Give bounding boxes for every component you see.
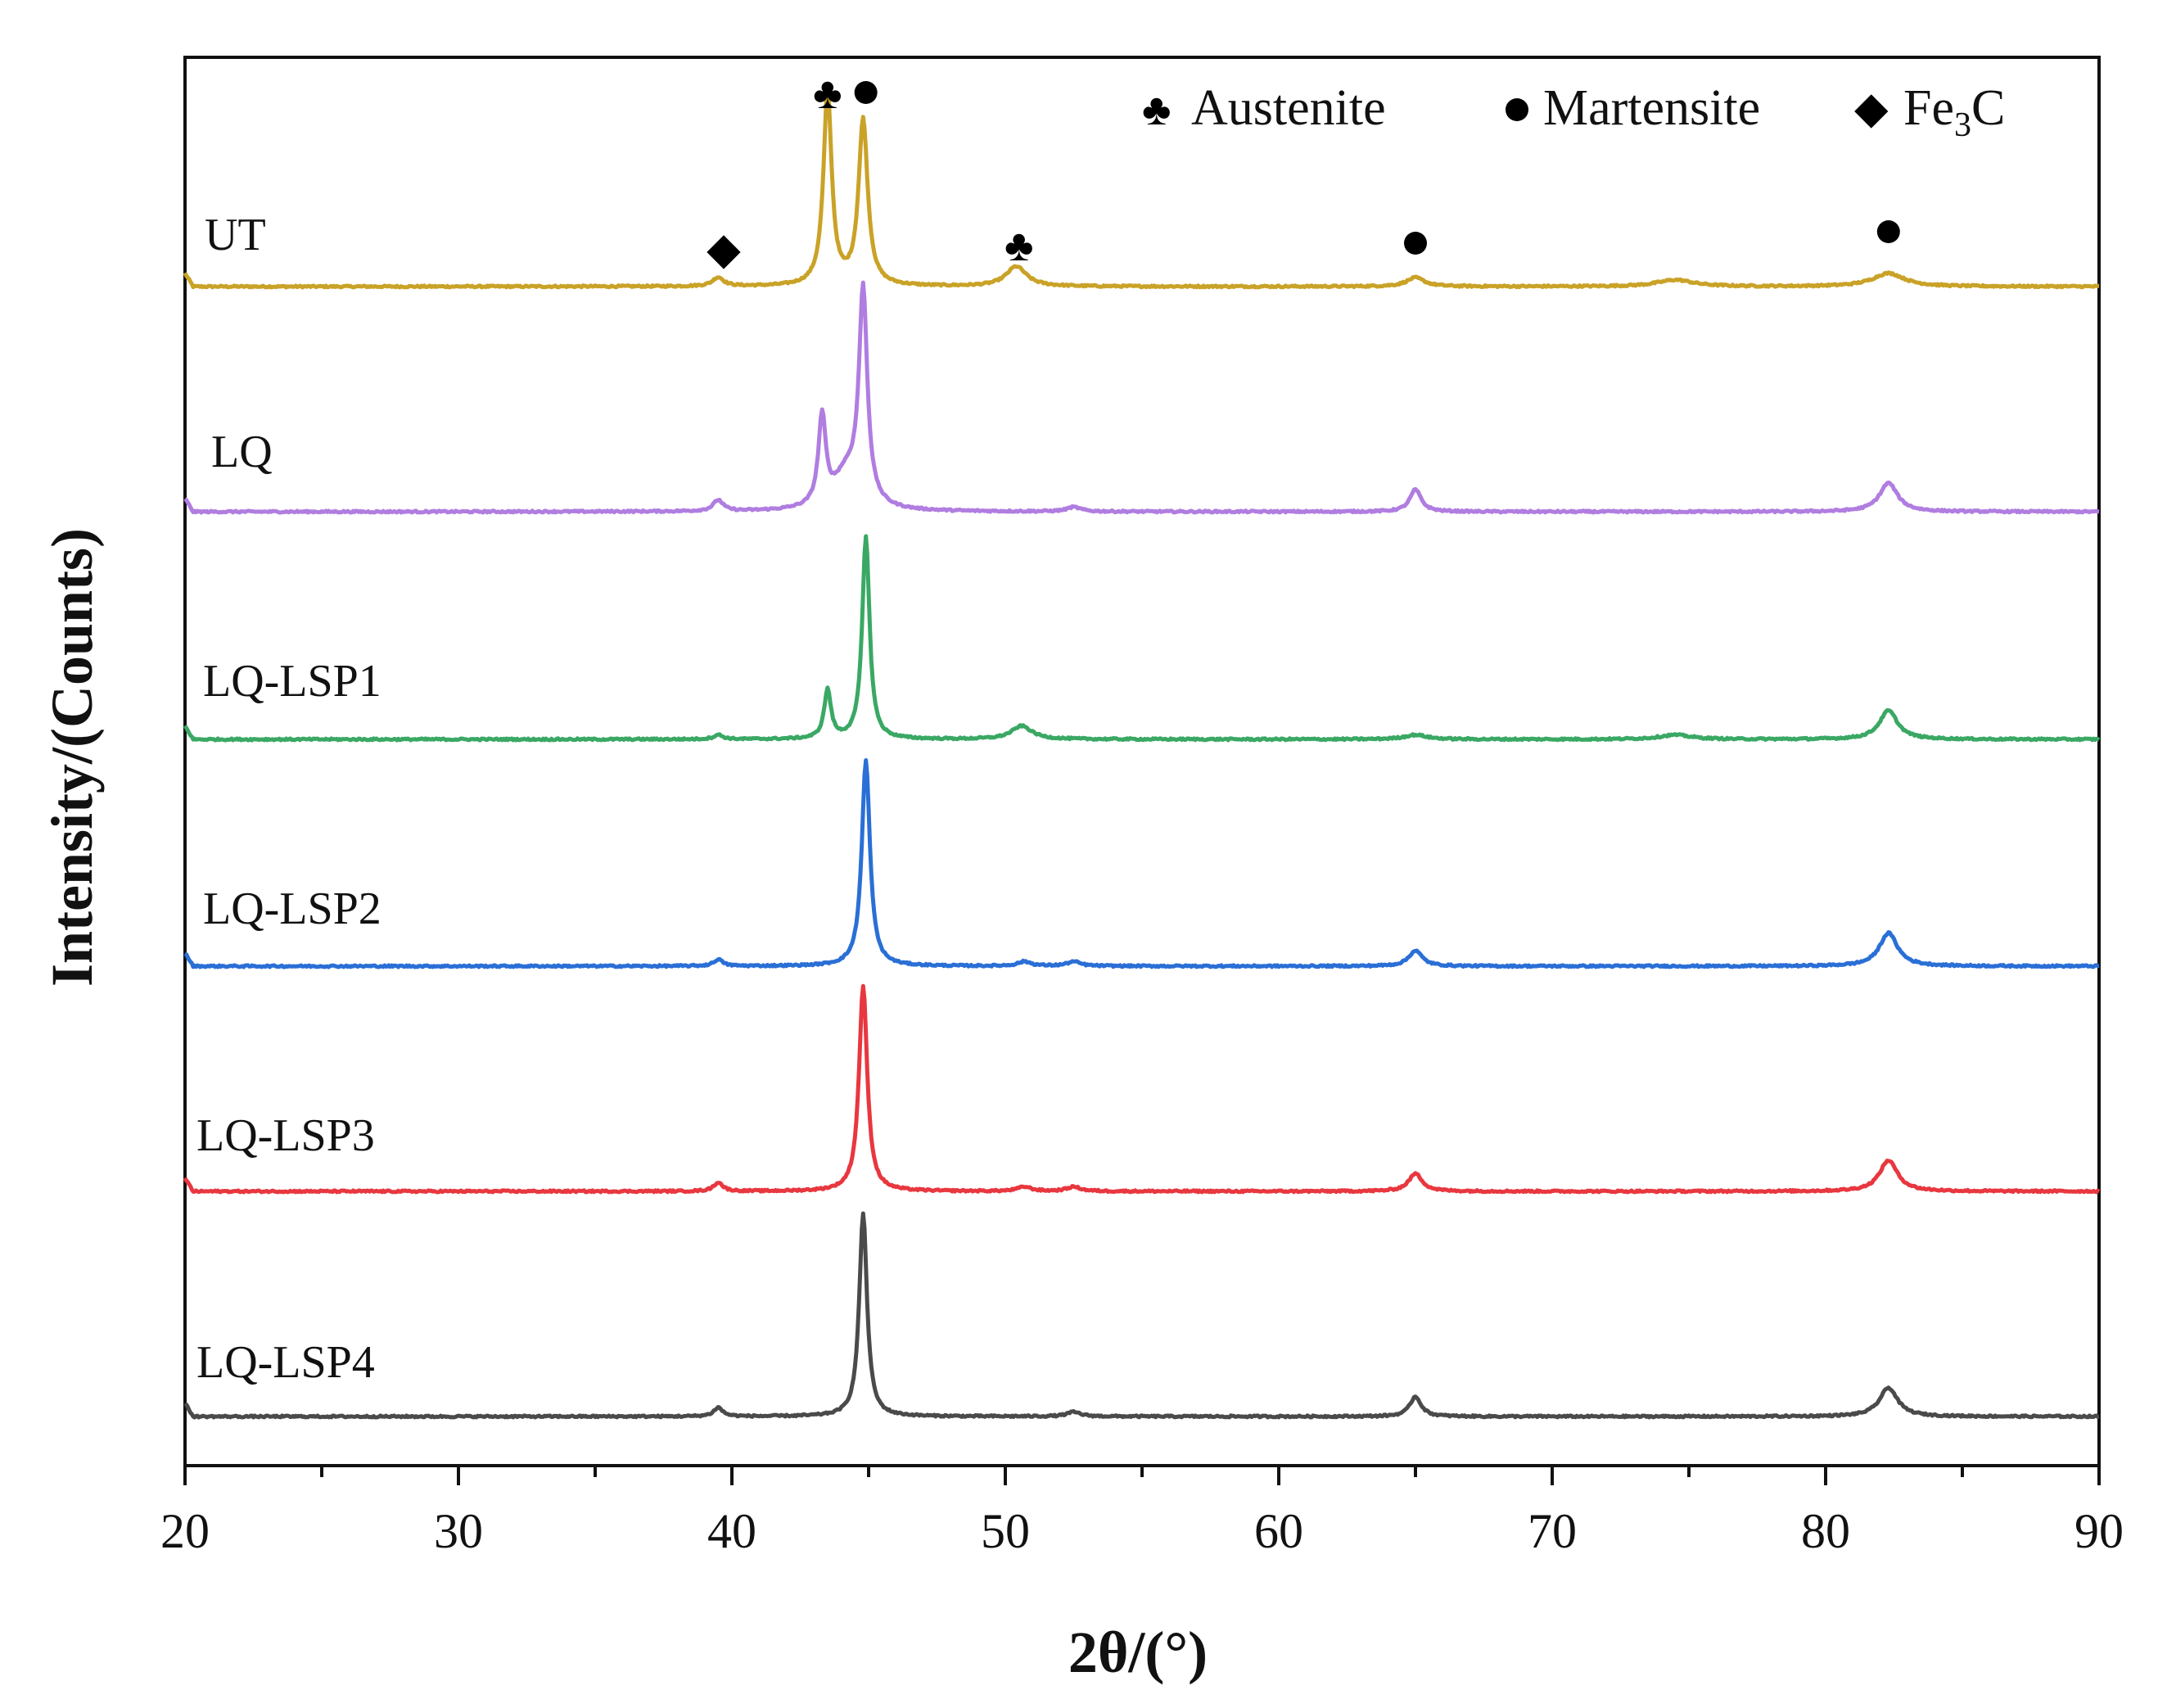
legend-dot-icon bbox=[1506, 98, 1528, 121]
x-tick-label: 20 bbox=[160, 1504, 210, 1558]
series-label-lq: LQ bbox=[211, 427, 273, 477]
x-tick-label: 30 bbox=[434, 1504, 483, 1558]
legend-club-icon: ♣ bbox=[1142, 85, 1171, 134]
series-line-lq-lsp2 bbox=[183, 758, 2100, 969]
austenite-marker-icon: ♣ bbox=[813, 69, 842, 118]
fe3c-marker-icon: ◆ bbox=[707, 224, 741, 273]
series-label-ut: UT bbox=[205, 210, 266, 260]
series-line-lq-lsp1 bbox=[183, 534, 2101, 743]
legend-fe3c-tail: C bbox=[1971, 80, 2005, 136]
series-labels: UT LQ LQ-LSP1 LQ-LSP2 LQ-LSP3 LQ-LSP4 bbox=[196, 210, 381, 1388]
x-axis-title: 2θ/(°) bbox=[1068, 1620, 1208, 1685]
y-axis-title: Intensity/(Counts) bbox=[39, 528, 105, 987]
x-tick-label: 70 bbox=[1528, 1504, 1577, 1558]
series-label-lq-lsp4: LQ-LSP4 bbox=[196, 1337, 375, 1388]
x-tick-label: 50 bbox=[981, 1504, 1030, 1558]
martensite-marker-icon bbox=[854, 81, 878, 104]
legend-fe3c-sub: 3 bbox=[1954, 106, 1971, 144]
plot-frame bbox=[183, 56, 2101, 1467]
austenite-marker-icon: ♣ bbox=[1005, 221, 1033, 270]
series-layer bbox=[183, 85, 2101, 1420]
legend: ♣ Austenite Martensite ◆ Fe3C bbox=[1142, 80, 2005, 144]
x-tick-label: 60 bbox=[1254, 1504, 1303, 1558]
legend-label-martensite: Martensite bbox=[1543, 80, 1760, 136]
phase-markers: ◆ ♣ ♣ bbox=[707, 69, 1900, 273]
legend-fe3c-main: Fe bbox=[1903, 80, 1954, 136]
x-tick-label: 40 bbox=[707, 1504, 756, 1558]
x-tick-label: 80 bbox=[1801, 1504, 1850, 1558]
series-label-lq-lsp1: LQ-LSP1 bbox=[203, 656, 381, 707]
series-line-lq bbox=[183, 280, 2100, 515]
legend-diamond-icon: ◆ bbox=[1854, 84, 1889, 133]
series-line-lq-lsp4 bbox=[183, 1211, 2100, 1420]
plot-axes: 20 30 40 50 60 70 80 90 bbox=[160, 56, 2124, 1558]
series-label-lq-lsp2: LQ-LSP2 bbox=[203, 883, 381, 934]
martensite-marker-icon bbox=[1404, 232, 1427, 255]
x-tick-label: 90 bbox=[2074, 1504, 2124, 1558]
martensite-marker-icon bbox=[1876, 220, 1900, 243]
legend-label-fe3c: Fe3C bbox=[1903, 80, 2005, 144]
series-label-lq-lsp3: LQ-LSP3 bbox=[196, 1110, 375, 1161]
series-line-ut bbox=[183, 85, 2100, 290]
legend-label-austenite: Austenite bbox=[1191, 80, 1386, 136]
series-line-lq-lsp3 bbox=[183, 983, 2101, 1195]
